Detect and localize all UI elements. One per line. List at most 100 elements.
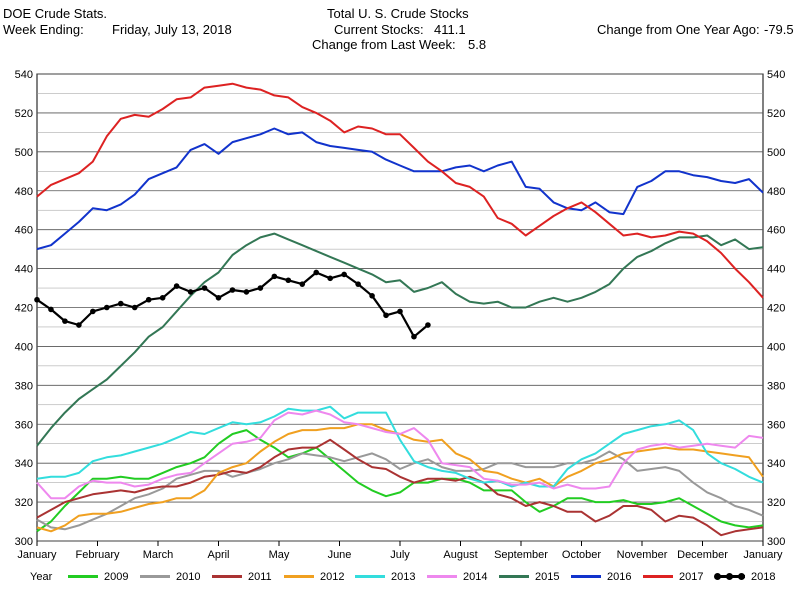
series-line-2011 [36,438,764,537]
legend-title: Year [30,571,53,583]
series-point-2018 [285,277,292,284]
header-week-ending-value: Friday, July 13, 2018 [112,22,232,37]
series-point-2018 [117,300,124,307]
header-current-stocks-label: Current Stocks: [334,22,424,37]
series-point-2018 [397,308,403,315]
legend-swatch [643,574,673,578]
legend-label: 2018 [751,571,776,583]
legend-item-2013: 2013 [355,571,415,583]
legend-item-2009: 2009 [68,571,128,583]
series-line-2016 [36,127,764,251]
legend-swatch [212,574,242,578]
series-point-2018 [76,322,82,328]
y-tick-label-left: 300 [15,536,33,548]
legend-swatch [140,574,170,578]
legend-label: 2009 [104,571,129,583]
legend-swatch [68,574,98,578]
y-tick-label-left: 540 [15,69,33,81]
x-tick-label: March [143,549,174,561]
legend-label: 2011 [248,571,272,583]
y-tick-label-right: 420 [767,303,785,315]
header-week-ending-label: Week Ending: [3,22,84,37]
series-point-2018 [48,306,54,313]
series-point-2018 [187,289,194,295]
series-line-2015 [36,232,764,447]
series-line-2013 [36,405,764,488]
series-point-2018 [215,294,222,301]
legend-item-2018: 2018 [714,571,776,583]
y-tick-label-left: 500 [15,147,33,159]
x-tick-label: August [443,549,477,561]
series-point-2018 [411,333,417,340]
y-tick-label-right: 460 [767,225,785,237]
series-point-2018 [90,308,96,315]
legend-item-2011: 2011 [212,571,272,583]
series-point-2018 [355,281,361,287]
x-tick-label: July [390,549,410,561]
legend-dot-marker [726,572,733,580]
series-point-2018 [104,304,110,311]
x-tick-label: June [328,549,352,561]
y-tick-label-right: 440 [767,264,785,276]
series-point-2018 [327,275,333,282]
axis-layer: 300 300 320 320 340 340 360 360 380 380 400 400 420 4… [15,69,786,561]
series-point-2018 [271,273,278,280]
x-tick-label: September [494,549,548,561]
x-tick-label: May [269,549,290,561]
header-change-year-value: -79.5 [764,22,794,37]
x-tick-label: April [207,549,229,561]
series-layer [34,82,764,537]
header-left-line1: DOE Crude Stats. [3,6,108,21]
legend-label: 2014 [463,571,488,583]
crude-stocks-chart: 300 300 320 320 340 340 360 360 380 380 400 400 420 4… [15,69,786,561]
series-line-2010 [36,450,764,531]
legend-item-2014: 2014 [427,571,487,583]
header-change-year-label: Change from One Year Ago: [597,22,760,37]
legend-item-2016: 2016 [571,571,631,583]
series-point-2018 [131,304,138,311]
series-point-2018 [369,293,375,299]
y-tick-label-right: 300 [767,536,785,548]
series-point-2018 [34,296,40,303]
series-point-2018 [229,287,236,293]
legend-label: 2012 [320,571,345,583]
y-tick-label-right: 520 [767,108,785,120]
legend-label: 2010 [176,571,201,583]
y-tick-label-left: 380 [15,380,33,392]
y-tick-label-right: 500 [767,147,785,159]
legend-item-2015: 2015 [499,571,559,583]
legend-item-2017: 2017 [643,571,703,583]
legend-dot-marker [738,572,745,580]
y-tick-label-left: 440 [15,264,33,276]
series-point-2018 [383,312,389,319]
series-point-2018 [257,285,264,291]
series-line-2017 [36,82,764,299]
series-point-2018 [201,285,208,291]
series-point-2018 [313,269,320,276]
x-tick-label: December [677,549,728,561]
series-point-2018 [173,283,180,289]
y-tick-label-right: 400 [767,341,785,353]
y-tick-label-left: 460 [15,225,33,237]
y-tick-label-left: 520 [15,108,33,120]
series-point-2018 [243,289,250,295]
grid-layer [36,73,764,542]
y-tick-label-left: 480 [15,186,33,198]
y-tick-label-left: 340 [15,458,33,470]
y-tick-label-left: 420 [15,303,33,315]
legend: Year 2009 2010 2011 2012 2013 2014 2015 2016 201… [0,568,800,586]
legend-swatch [427,574,457,578]
x-tick-label: October [562,549,601,561]
x-tick-label: November [617,549,668,561]
legend-swatch [499,574,529,578]
series-point-2018 [62,318,68,324]
legend-swatch [714,572,745,580]
legend-item-2012: 2012 [284,571,344,583]
legend-label: 2016 [607,571,632,583]
legend-swatch [571,574,601,578]
legend-swatch [284,574,314,578]
y-tick-label-right: 480 [767,186,785,198]
header-change-week-value: 5.8 [468,37,487,52]
x-tick-label: February [75,549,120,561]
y-tick-label-right: 340 [767,458,785,470]
